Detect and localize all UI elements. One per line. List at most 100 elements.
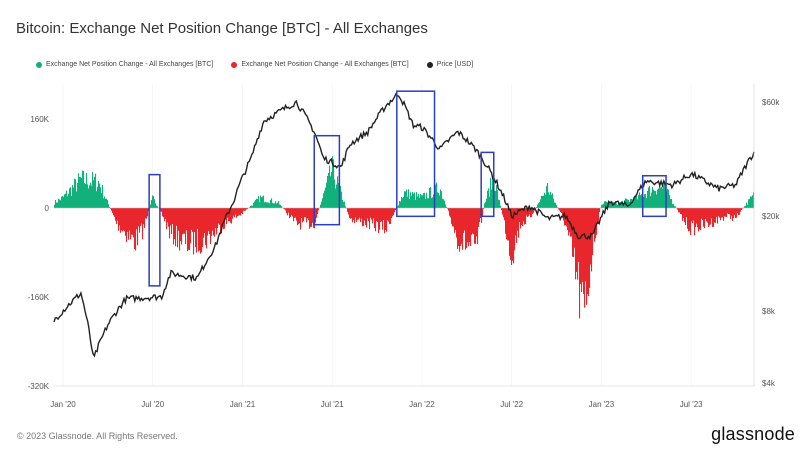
bar (65, 193, 67, 208)
legend-item-negative[interactable]: Exchange Net Position Change - All Excha… (231, 61, 409, 68)
bar (472, 208, 474, 234)
bar (193, 208, 195, 255)
bar (115, 208, 117, 221)
bar (57, 202, 59, 208)
left-y-axis: 160K 0 -160K -320K (28, 115, 50, 391)
bar (129, 208, 131, 231)
bar (683, 208, 685, 218)
bar (376, 208, 378, 222)
bar (413, 193, 415, 208)
bar (576, 208, 578, 272)
bar (706, 208, 708, 222)
bar (718, 208, 720, 217)
bar (156, 205, 158, 208)
bar (700, 208, 702, 231)
bar (358, 208, 360, 220)
bar (487, 190, 489, 208)
bar (312, 208, 314, 223)
bar (257, 199, 259, 208)
bar (606, 201, 608, 208)
bar (114, 208, 116, 217)
bar (554, 202, 556, 208)
bar (632, 199, 634, 208)
bar (255, 199, 257, 208)
bar (69, 188, 71, 208)
bar (549, 194, 551, 208)
bar (395, 208, 397, 210)
bar (104, 196, 106, 208)
bar (513, 208, 515, 264)
bar (433, 194, 435, 208)
bar (582, 208, 584, 282)
bar (647, 190, 649, 208)
bar (617, 204, 619, 208)
bar (424, 192, 426, 208)
bar (663, 185, 665, 208)
x-tick-label: Jul '21 (321, 400, 344, 409)
bar (520, 208, 522, 229)
bar (408, 189, 410, 208)
bar (452, 208, 454, 227)
bar (467, 208, 469, 243)
bar (641, 194, 643, 208)
bar (96, 191, 98, 208)
y-left-tick-label: -160K (28, 293, 50, 302)
bar (355, 208, 357, 218)
legend-item-positive[interactable]: Exchange Net Position Change - All Excha… (36, 61, 213, 68)
highlight-box (313, 134, 341, 226)
bar (127, 208, 129, 232)
y-right-tick-label: $20k (762, 212, 780, 221)
bar (525, 208, 527, 225)
bar (172, 208, 174, 224)
bar (652, 187, 654, 208)
bar (261, 197, 263, 208)
bar (465, 208, 467, 250)
bar (99, 183, 101, 208)
bar (484, 203, 486, 208)
bar (245, 208, 247, 211)
bar (551, 194, 553, 208)
bar (661, 186, 663, 208)
x-tick-label: Jan '23 (589, 400, 615, 409)
bar (97, 186, 99, 208)
bar (532, 208, 534, 214)
bar (705, 208, 707, 219)
bar (288, 208, 290, 213)
y-right-tick-label: $4k (762, 379, 776, 388)
bar (543, 195, 545, 208)
bar (410, 192, 412, 208)
bar (290, 208, 292, 217)
bar (200, 208, 202, 254)
bar (64, 194, 66, 208)
bar (145, 208, 147, 219)
bar (177, 208, 179, 248)
bar (185, 208, 187, 245)
bar (459, 208, 461, 252)
x-tick-label: Jul '23 (680, 400, 703, 409)
bar (547, 183, 549, 208)
bar (693, 208, 695, 221)
bar (322, 198, 324, 208)
bar (268, 202, 270, 208)
bar (388, 208, 390, 222)
bar (151, 199, 153, 208)
bar (748, 199, 750, 208)
bar (98, 180, 100, 208)
bar (189, 208, 191, 250)
bar (213, 208, 215, 236)
highlight-boxes (148, 90, 667, 287)
bar (667, 188, 669, 208)
bar (278, 201, 280, 208)
bar (192, 208, 194, 232)
bar (393, 208, 395, 215)
bar (591, 208, 593, 272)
bar (320, 204, 322, 208)
bar (604, 201, 606, 208)
bar (541, 195, 543, 208)
bar (196, 208, 198, 253)
glassnode-logo[interactable]: glassnode (711, 424, 795, 444)
bar (267, 202, 269, 208)
bar (113, 208, 115, 216)
legend-item-price[interactable]: Price [USD] (426, 61, 473, 68)
